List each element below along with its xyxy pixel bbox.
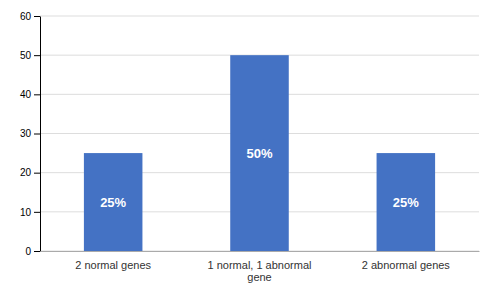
tick-mark	[34, 94, 40, 95]
grid	[40, 16, 479, 251]
tick: 60	[20, 11, 40, 22]
tick-label: 0	[25, 246, 31, 257]
data-labels: 25% 50% 25%	[100, 146, 419, 210]
grid-line	[40, 16, 479, 17]
tick: 10	[20, 207, 40, 218]
tick: 20	[20, 167, 40, 178]
tick: 30	[20, 128, 40, 139]
tick: 40	[20, 89, 40, 100]
tick: 1 normal, 1 abnormalgene	[208, 259, 312, 284]
tick-label-line: gene	[247, 271, 271, 283]
tick-label-line: 2 normal genes	[75, 259, 151, 271]
tick-label: 1 normal, 1 abnormalgene	[208, 259, 312, 284]
tick-mark	[34, 173, 40, 174]
tick-label-line: 1 normal, 1 abnormal	[208, 259, 312, 271]
tick-mark	[34, 134, 40, 135]
tick-mark	[34, 212, 40, 213]
bar	[230, 55, 289, 251]
tick-label: 2 normal genes	[75, 259, 151, 271]
tick: 50	[20, 50, 40, 61]
tick-label: 20	[20, 167, 32, 178]
data-label: 25%	[100, 195, 126, 210]
tick-label: 50	[20, 50, 32, 61]
tick-mark	[34, 55, 40, 56]
tick-label: 60	[20, 11, 32, 22]
plot-area: 0 10 20 30 40 50 60 2 normal genes 1 normal, 1 a…	[20, 11, 480, 284]
data-label: 50%	[246, 146, 272, 161]
tick-label: 2 abnormal genes	[362, 259, 451, 271]
tick-label: 30	[20, 128, 32, 139]
chart-container: 0 10 20 30 40 50 60 2 normal genes 1 normal, 1 a…	[0, 0, 495, 303]
bars	[84, 55, 435, 251]
bar	[84, 153, 143, 251]
x-axis: 2 normal genes 1 normal, 1 abnormalgene 2 …	[41, 252, 480, 284]
axis-line	[40, 17, 41, 252]
chart-svg: 0 10 20 30 40 50 60 2 normal genes 1 normal, 1 a…	[0, 0, 495, 303]
tick-label: 10	[20, 207, 32, 218]
tick: 2 abnormal genes	[362, 259, 451, 271]
tick-mark	[34, 251, 40, 252]
tick-label-line: 2 abnormal genes	[362, 259, 451, 271]
data-label: 25%	[393, 195, 419, 210]
tick: 2 normal genes	[75, 259, 151, 271]
bar	[377, 153, 436, 251]
axis-line	[41, 251, 480, 252]
tick-mark	[34, 16, 40, 17]
y-axis: 0 10 20 30 40 50 60	[20, 11, 41, 257]
tick-label: 40	[20, 89, 32, 100]
tick: 0	[25, 246, 40, 257]
